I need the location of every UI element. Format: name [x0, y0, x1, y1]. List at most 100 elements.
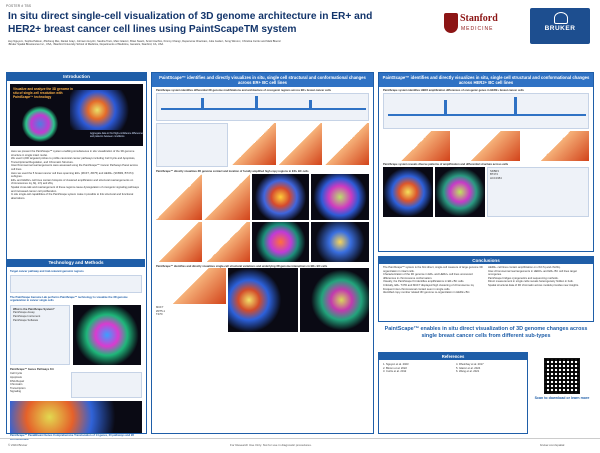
track-peak	[255, 96, 258, 108]
er-single-cell-image	[228, 268, 298, 333]
her2-fig2-title: PaintScape system reveals diverse patter…	[383, 163, 509, 166]
intro-hero-title: Visualize and analyze the 3D genome in s…	[13, 87, 73, 99]
her2-cell-line-label: SKBR3	[490, 169, 499, 173]
er-fig2-title: PaintScape™ directly visualizes 3D genom…	[156, 170, 309, 173]
what-is-item: PaintScape Software	[13, 318, 39, 322]
what-is-title: What is the PaintScape System?	[13, 307, 55, 311]
er-column: PaintScape™ identifies and directly visu…	[151, 72, 374, 434]
track-peak	[309, 100, 312, 108]
pathway-item: Transcription	[10, 386, 26, 390]
reference-item: 5. Glazer et al. 2024	[456, 366, 481, 370]
intro-bullet: ER+ and HER2+ cell lines contain hotspot…	[11, 178, 134, 186]
stanford-seal-icon	[444, 13, 458, 33]
authors-text: Huy Nguyen¹, Sophia Pelkus¹, Zhicheng Ma…	[8, 40, 282, 43]
conclusion-item: Critically, ER+ T47D and MCF7 displayed …	[383, 283, 475, 287]
paintscape-cell-image	[73, 304, 141, 365]
references-header: References	[379, 353, 527, 360]
er-cell-label-list: MCF7 ZR75-1 T47D	[156, 268, 226, 332]
er-heatmap	[324, 123, 370, 165]
reference-item: 2. Bloom et al. 2022	[383, 366, 407, 370]
pathway-item: Chromatin	[10, 383, 23, 387]
stanford-medicine-logo: Stanford MEDICINE	[434, 12, 524, 38]
her2-cell-image	[383, 166, 433, 217]
medicine-wordmark: MEDICINE	[461, 26, 494, 32]
footer: © 2024 Bruker For Research Use Only. Not…	[0, 438, 600, 453]
er-contact-map	[156, 173, 202, 220]
conclusion-item: Spatial structural data of 3D chromatin …	[488, 283, 579, 287]
er-cell-image	[251, 221, 310, 262]
er-cell-line-label: MCF7	[156, 306, 164, 310]
intro-bullet-list: Here we present the PaintScape™ system e…	[7, 149, 146, 201]
pathway-table	[70, 372, 142, 399]
her2-cell-list: SKBR3 BT474 HCC1954	[487, 166, 589, 217]
er-violin-plot	[156, 123, 228, 167]
intro-bullet: Interchromosomal rearrangements were ass…	[11, 164, 138, 171]
qr-code-icon[interactable]	[544, 358, 580, 394]
conclusions-box: Conclusions The PaintScape™ system is th…	[378, 256, 594, 322]
her2-genome-track	[383, 93, 589, 129]
her2-cell-image	[435, 166, 485, 217]
intro-bullet: In situ single-cell capabilities of the …	[11, 193, 134, 200]
bruker-logo: BRUKER	[530, 8, 590, 44]
er-genome-track	[156, 93, 369, 121]
conclusions-right-list: HER2+ cell lines contain amplification o…	[488, 266, 589, 295]
er-heatmap	[277, 123, 323, 165]
download-text: Scan to download or learn more	[534, 396, 590, 400]
chromosome-paint-image	[70, 90, 138, 130]
intro-header: Introduction	[7, 73, 146, 81]
pathway-list: Cell Cycle Apoptosis DNA Repair Chromati…	[10, 372, 68, 398]
conclusion-item: Direct measurement in single cells revea…	[488, 280, 574, 284]
footer-copyright: © 2024 Bruker	[8, 443, 28, 447]
her2-heatmap	[521, 131, 589, 161]
conclusion-item: Characterization of the 3D genome in ER+…	[383, 273, 473, 280]
what-is-box: What is the PaintScape System? PaintScap…	[10, 304, 70, 365]
er-cell-image	[311, 221, 369, 262]
er-cell-line-label: T47D	[156, 313, 163, 317]
track-peak	[514, 97, 517, 114]
conclusion-item: Inter-chromosomal rearrangements in HER2…	[488, 269, 577, 277]
reference-item: 4. Rheinbay et al. 2017	[456, 363, 484, 366]
tech-step-1: Target cancer pathway and trait-relevant…	[10, 270, 84, 273]
intro-hero-caption: Aggregate data to find high-confidence d…	[90, 132, 144, 138]
pathway-item: Apoptosis	[10, 375, 22, 379]
er-heatmap	[231, 123, 276, 165]
tech-step-1-figure	[10, 274, 142, 293]
poster-number: POSTER # TBS	[6, 4, 32, 8]
her2-heatmap	[383, 131, 451, 161]
conclusion-item: Identified copy-number related 3D genome…	[383, 291, 471, 295]
pathway-item: Signaling	[10, 390, 22, 394]
tech-caption: PaintScape™ PanalBreast Genes Comprehens…	[10, 434, 134, 441]
er-cell-line-label: ZR75-1	[156, 309, 165, 313]
conclusion-item: HER2+ cell lines contain amplification o…	[488, 266, 561, 269]
reference-item: 3. Curtis et al. 2012	[383, 370, 407, 374]
her2-cell-line-label: BT474	[490, 173, 498, 177]
conclusions-left-list: The PaintScape™ system is the first dire…	[383, 266, 484, 295]
tech-header: Technology and Methods	[7, 259, 145, 267]
references-box: References 1. Nguyen et al. 2023 2. Bloo…	[378, 352, 528, 434]
er-cell-image	[311, 173, 369, 220]
reference-item: 1. Nguyen et al. 2023	[383, 363, 409, 366]
bruker-mark-icon	[554, 12, 568, 24]
footer-url[interactable]: bruker.com/spatial	[540, 443, 565, 447]
track-line	[161, 108, 366, 110]
nucleus-image	[22, 106, 58, 142]
er-cell-image	[251, 173, 310, 220]
intro-hero-image: Visualize and analyze the 3D genome in s…	[10, 84, 143, 146]
er-contact-map	[156, 221, 202, 262]
tech-step-2: The PaintScape Genome Lab performs Paint…	[10, 295, 128, 303]
what-is-item: PaintScape Instrument	[13, 314, 41, 318]
track-peak	[444, 100, 447, 114]
track-peak	[201, 98, 204, 108]
her2-column: PaintScape™ identifies and directly visu…	[378, 72, 594, 252]
karyotype-image	[10, 401, 142, 434]
intro-bullet: We used 1,000 targeted probes to profile…	[11, 157, 136, 164]
er-single-cell-image	[299, 268, 369, 333]
intro-bullet: Spatial cross-talk and rearrangement of …	[11, 185, 140, 193]
intro-column: Introduction Visualize and analyze the 3…	[6, 72, 147, 441]
her2-heatmap	[452, 131, 520, 161]
intro-bullet: Here we used the 5 breast cancer cell li…	[11, 171, 134, 179]
reference-item: 6. Wang et al. 2021	[456, 370, 480, 374]
er-header: PaintScape™ identifies and directly visu…	[152, 73, 373, 88]
stanford-wordmark: Stanford	[460, 13, 498, 24]
her2-fig1-title: PaintScape system identifies HER2 amplif…	[383, 89, 524, 93]
